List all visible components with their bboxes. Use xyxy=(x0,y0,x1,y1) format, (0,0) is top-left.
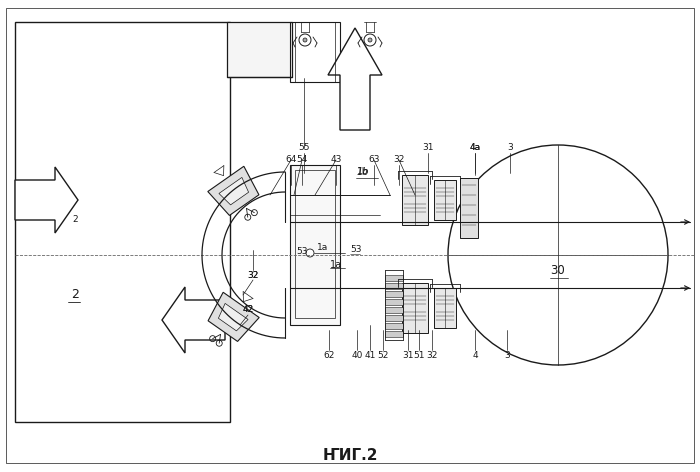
Text: 30: 30 xyxy=(551,263,566,277)
Bar xyxy=(460,178,478,238)
Bar xyxy=(434,180,456,220)
Text: 63: 63 xyxy=(368,155,379,165)
Circle shape xyxy=(364,34,376,46)
Bar xyxy=(227,22,292,77)
Text: 32: 32 xyxy=(247,270,259,279)
Text: 1b: 1b xyxy=(357,168,369,177)
Text: 55: 55 xyxy=(298,143,309,152)
Bar xyxy=(290,22,340,82)
Polygon shape xyxy=(162,287,225,353)
Circle shape xyxy=(303,38,307,42)
Bar xyxy=(385,307,403,313)
Bar xyxy=(385,275,403,281)
Text: 51: 51 xyxy=(413,351,425,360)
Bar xyxy=(434,288,456,328)
Circle shape xyxy=(299,34,311,46)
Text: 31: 31 xyxy=(402,351,414,360)
Polygon shape xyxy=(219,177,248,205)
Text: 40: 40 xyxy=(351,351,363,360)
Bar xyxy=(385,283,403,289)
Text: 3: 3 xyxy=(507,143,513,152)
Polygon shape xyxy=(218,303,248,331)
Text: 1b: 1b xyxy=(357,167,370,177)
Bar xyxy=(385,323,403,329)
Bar xyxy=(402,175,428,225)
Bar xyxy=(295,170,335,318)
Text: 2: 2 xyxy=(72,216,78,225)
Bar xyxy=(385,291,403,297)
Circle shape xyxy=(306,249,314,257)
Text: 43: 43 xyxy=(330,155,342,165)
Polygon shape xyxy=(208,292,259,341)
Text: 4: 4 xyxy=(473,351,478,360)
Text: ҤИГ.2: ҤИГ.2 xyxy=(322,447,378,463)
Text: 31: 31 xyxy=(422,143,434,152)
Text: 42: 42 xyxy=(242,305,253,314)
Polygon shape xyxy=(328,28,382,130)
Text: 3: 3 xyxy=(504,351,510,360)
Text: 64: 64 xyxy=(286,155,297,165)
Text: 32: 32 xyxy=(426,351,438,360)
Bar xyxy=(15,22,230,422)
Bar xyxy=(402,283,428,333)
Text: 32: 32 xyxy=(393,155,405,165)
Text: 1a: 1a xyxy=(330,260,342,270)
Text: 32: 32 xyxy=(247,270,259,279)
Text: 62: 62 xyxy=(323,351,335,360)
Text: 52: 52 xyxy=(377,351,388,360)
Circle shape xyxy=(368,38,372,42)
Bar xyxy=(385,331,403,337)
Bar xyxy=(385,299,403,305)
Text: 53: 53 xyxy=(296,247,308,256)
Text: 1a: 1a xyxy=(317,244,328,253)
Text: 41: 41 xyxy=(364,351,376,360)
Text: 54: 54 xyxy=(296,155,308,165)
Text: 42: 42 xyxy=(242,305,253,314)
Bar xyxy=(385,315,403,321)
Text: 4a: 4a xyxy=(470,143,481,152)
Text: 2: 2 xyxy=(71,288,79,302)
Bar xyxy=(290,165,340,325)
Polygon shape xyxy=(15,167,78,233)
Text: 53: 53 xyxy=(350,245,361,254)
Text: 4a: 4a xyxy=(470,143,481,152)
Polygon shape xyxy=(208,166,259,215)
